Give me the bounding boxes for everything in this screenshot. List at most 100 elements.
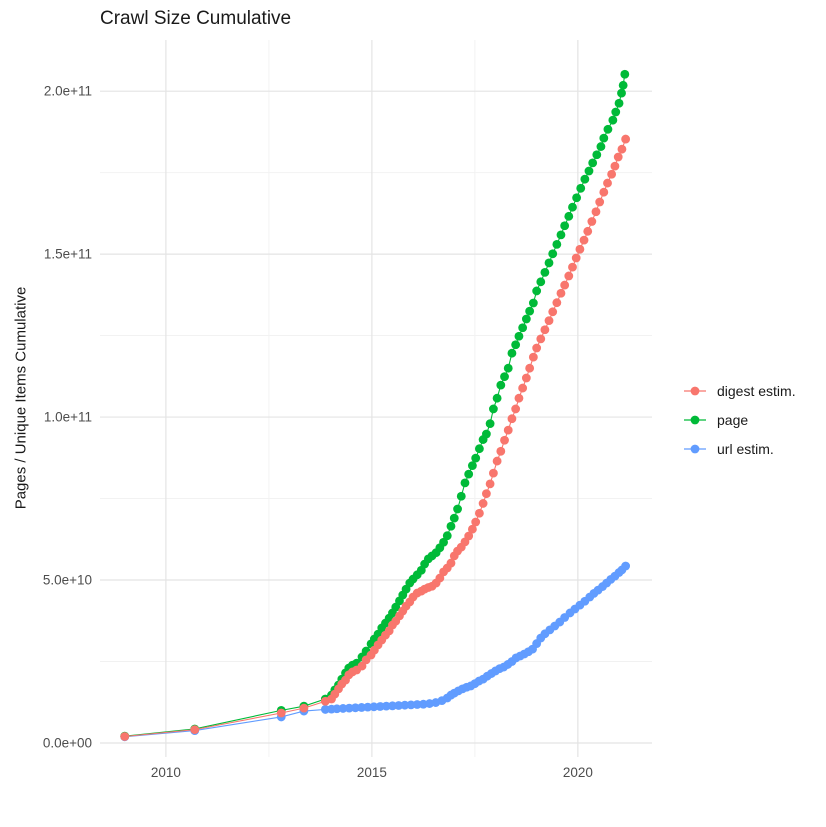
data-point <box>507 414 517 424</box>
data-point <box>471 453 481 463</box>
data-point <box>442 531 452 541</box>
data-point <box>611 107 621 117</box>
data-point <box>610 161 620 171</box>
data-point <box>564 271 574 281</box>
y-axis-title: Pages / Unique Items Cumulative <box>12 286 30 510</box>
data-point <box>608 115 618 125</box>
data-point <box>482 429 491 439</box>
data-point <box>357 661 367 671</box>
data-point <box>449 513 459 523</box>
data-point <box>492 393 502 403</box>
y-tick-label: 0.0e+00 <box>43 735 92 750</box>
data-point <box>552 298 562 308</box>
data-point <box>544 258 554 268</box>
legend-label-page: page <box>717 411 749 428</box>
data-point <box>511 404 521 414</box>
data-point <box>120 732 130 741</box>
data-point <box>500 435 509 445</box>
data-point <box>595 197 605 207</box>
legend-key-page-icon <box>684 415 706 424</box>
data-point <box>536 334 546 344</box>
data-point <box>496 446 506 456</box>
data-point <box>299 703 309 713</box>
data-point <box>467 461 477 471</box>
data-point <box>489 468 498 478</box>
data-point <box>439 537 448 547</box>
y-tick-label: 1.0e+11 <box>44 410 92 425</box>
data-point <box>584 166 594 176</box>
data-point <box>576 183 586 193</box>
data-point <box>591 207 601 217</box>
data-point <box>503 363 513 373</box>
data-point <box>478 499 488 508</box>
data-point <box>603 124 613 134</box>
data-point <box>599 133 609 143</box>
legend: digest estim. page url estim. <box>683 381 796 458</box>
data-point <box>446 521 456 531</box>
data-point <box>540 325 550 335</box>
data-point <box>190 725 200 735</box>
data-point <box>464 531 474 541</box>
y-tick-label: 2.0e+11 <box>44 84 92 99</box>
data-point <box>560 280 570 290</box>
data-point <box>514 393 524 403</box>
y-tick-label: 5.0e+10 <box>43 573 92 588</box>
data-point <box>528 298 538 308</box>
data-point <box>564 211 574 221</box>
data-point <box>607 169 617 179</box>
legend-key-digest-estim-icon <box>684 386 706 395</box>
data-point <box>568 262 577 272</box>
data-point <box>500 372 509 382</box>
data-point <box>528 352 538 362</box>
data-point <box>580 174 590 184</box>
data-point <box>548 249 558 259</box>
data-point <box>492 456 502 466</box>
data-point <box>540 267 550 277</box>
data-point <box>556 230 566 240</box>
data-point <box>613 152 623 162</box>
data-point <box>503 425 513 435</box>
data-point <box>568 202 577 212</box>
data-point <box>575 244 585 254</box>
legend-item-url-estim: url estim. <box>683 439 796 458</box>
data-point <box>474 508 484 518</box>
data-point <box>496 380 506 390</box>
data-point <box>507 348 517 358</box>
data-point <box>485 419 495 428</box>
x-tick-label: 2020 <box>563 765 593 780</box>
data-point <box>521 373 531 383</box>
series-url-estim <box>120 561 631 742</box>
gridlines-minor <box>100 40 652 757</box>
data-point <box>525 363 535 373</box>
data-point <box>511 340 521 350</box>
data-point <box>618 80 628 90</box>
data-point <box>583 226 593 236</box>
data-point <box>592 150 602 160</box>
data-point <box>556 288 566 298</box>
series-digest-estim <box>120 134 631 741</box>
legend-label-digest-estim: digest estim. <box>717 382 796 399</box>
data-point <box>532 343 542 353</box>
data-point <box>525 306 535 316</box>
data-point <box>599 187 609 197</box>
data-point <box>544 316 554 326</box>
data-point <box>456 491 466 501</box>
series-page <box>120 69 630 741</box>
data-point <box>518 323 528 333</box>
data-point <box>572 193 582 203</box>
data-point <box>467 524 477 534</box>
data-point <box>532 286 542 296</box>
data-point <box>617 144 627 154</box>
data-point <box>471 517 481 527</box>
data-point <box>485 479 495 489</box>
data-point <box>617 88 626 98</box>
data-point <box>489 404 498 414</box>
data-point <box>514 331 524 341</box>
data-point <box>536 277 546 287</box>
data-point <box>603 178 612 188</box>
legend-item-digest-estim: digest estim. <box>683 381 796 400</box>
data-point <box>453 504 462 514</box>
data-point <box>474 444 484 454</box>
data-point <box>518 383 528 393</box>
data-point <box>571 253 581 263</box>
